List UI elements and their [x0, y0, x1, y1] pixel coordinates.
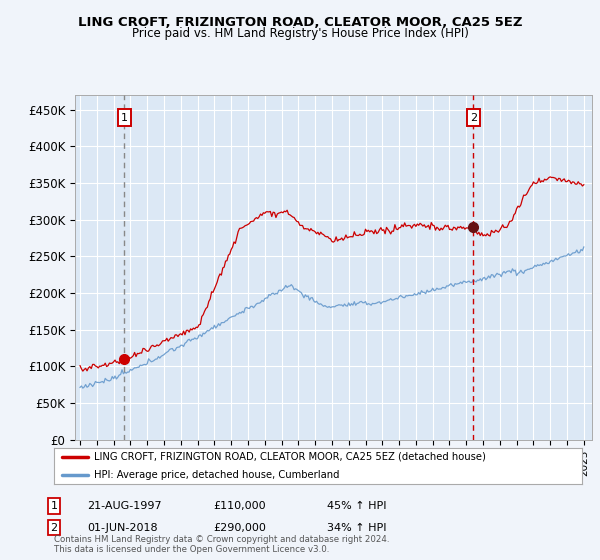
Text: HPI: Average price, detached house, Cumberland: HPI: Average price, detached house, Cumb… — [94, 470, 339, 480]
Text: Price paid vs. HM Land Registry's House Price Index (HPI): Price paid vs. HM Land Registry's House … — [131, 27, 469, 40]
Text: 2: 2 — [50, 522, 58, 533]
Text: 1: 1 — [121, 113, 128, 123]
Text: 2: 2 — [470, 113, 477, 123]
Text: 01-JUN-2018: 01-JUN-2018 — [87, 522, 158, 533]
Text: £290,000: £290,000 — [213, 522, 266, 533]
Text: 21-AUG-1997: 21-AUG-1997 — [87, 501, 161, 511]
Text: 45% ↑ HPI: 45% ↑ HPI — [327, 501, 386, 511]
Text: LING CROFT, FRIZINGTON ROAD, CLEATOR MOOR, CA25 5EZ (detached house): LING CROFT, FRIZINGTON ROAD, CLEATOR MOO… — [94, 452, 485, 462]
Text: 34% ↑ HPI: 34% ↑ HPI — [327, 522, 386, 533]
Text: £110,000: £110,000 — [213, 501, 266, 511]
Text: LING CROFT, FRIZINGTON ROAD, CLEATOR MOOR, CA25 5EZ: LING CROFT, FRIZINGTON ROAD, CLEATOR MOO… — [78, 16, 522, 29]
Text: 1: 1 — [50, 501, 58, 511]
Text: Contains HM Land Registry data © Crown copyright and database right 2024.
This d: Contains HM Land Registry data © Crown c… — [54, 535, 389, 554]
